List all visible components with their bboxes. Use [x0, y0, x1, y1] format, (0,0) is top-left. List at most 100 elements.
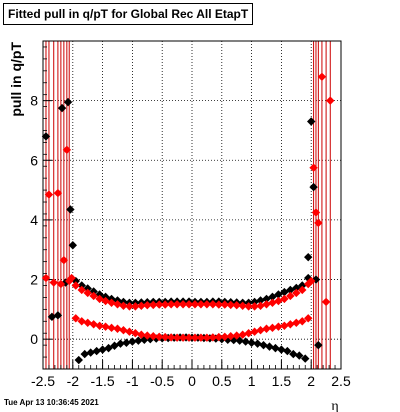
- x-tick-label: 2.5: [331, 373, 351, 389]
- red-data-point: [220, 332, 229, 341]
- black-data-point: [116, 339, 125, 348]
- red-data-point: [59, 255, 69, 265]
- y-tick-label: 4: [30, 212, 38, 228]
- red-data-point: [155, 332, 164, 341]
- black-data-point: [256, 296, 265, 305]
- red-data-point: [119, 301, 128, 310]
- black-data-point: [63, 97, 73, 107]
- red-data-point: [326, 96, 335, 105]
- red-data-point: [298, 317, 307, 326]
- black-data-point: [92, 346, 101, 356]
- x-tick-label: 0: [188, 373, 196, 389]
- y-tick-label: 0: [30, 331, 38, 347]
- red-data-point: [107, 323, 116, 333]
- red-data-point: [160, 300, 170, 309]
- red-data-point: [56, 279, 66, 289]
- x-tick-label: -2: [67, 373, 80, 389]
- y-axis-label: pull in q/pT: [8, 42, 24, 117]
- red-data-point: [53, 188, 63, 198]
- y-tick-label: 6: [30, 152, 38, 168]
- black-data-point: [77, 281, 86, 290]
- red-data-point: [280, 294, 289, 304]
- red-data-point: [262, 300, 271, 309]
- black-data-point: [253, 339, 262, 348]
- red-data-point: [202, 333, 212, 342]
- red-data-point: [184, 333, 194, 342]
- timestamp: Tue Apr 13 10:36:45 2021: [4, 398, 99, 407]
- red-data-point: [232, 300, 241, 310]
- black-data-point: [304, 252, 313, 262]
- red-data-point: [166, 300, 176, 309]
- red-data-point: [226, 300, 235, 310]
- red-data-point: [101, 322, 110, 331]
- chart-title: Fitted pull in q/pT for Global Rec All E…: [3, 3, 254, 25]
- red-data-point: [250, 302, 259, 311]
- red-data-point: [238, 301, 247, 310]
- red-data-point: [172, 333, 182, 342]
- x-tick-label: -1: [126, 373, 139, 389]
- red-data-point: [190, 300, 200, 309]
- red-data-point: [214, 300, 224, 309]
- red-data-point: [321, 297, 331, 307]
- red-data-point: [71, 281, 80, 290]
- red-data-point: [67, 273, 76, 283]
- red-data-point: [149, 332, 158, 341]
- red-data-point: [137, 301, 146, 310]
- red-data-point: [256, 301, 265, 310]
- x-axis-label: η: [331, 399, 338, 412]
- red-data-point: [125, 302, 134, 311]
- red-data-point: [119, 326, 128, 335]
- red-data-point: [95, 321, 104, 330]
- red-data-point: [250, 327, 259, 336]
- red-data-point: [166, 333, 176, 342]
- red-data-point: [131, 302, 140, 311]
- red-data-point: [286, 320, 295, 329]
- black-data-point: [83, 284, 92, 293]
- red-data-point: [208, 300, 218, 309]
- red-data-point: [44, 190, 54, 199]
- black-data-point: [68, 241, 77, 250]
- red-data-point: [286, 291, 295, 301]
- red-data-point: [311, 208, 321, 217]
- red-data-point: [83, 288, 92, 298]
- red-data-point: [304, 279, 313, 289]
- x-tick-label: 0.5: [212, 373, 232, 389]
- black-data-point: [122, 338, 131, 347]
- red-data-point: [89, 291, 98, 301]
- black-data-point: [271, 343, 280, 353]
- x-tick-label: -0.5: [150, 373, 174, 389]
- red-data-point: [244, 329, 253, 338]
- red-data-point: [317, 72, 327, 81]
- red-data-point: [309, 163, 318, 172]
- black-data-point: [146, 334, 155, 344]
- black-data-point: [98, 345, 107, 354]
- red-data-point: [125, 327, 134, 336]
- red-data-point: [292, 288, 301, 298]
- red-data-point: [49, 278, 58, 287]
- x-tick-label: -2.5: [31, 373, 55, 389]
- red-data-point: [77, 285, 86, 295]
- black-data-point: [110, 341, 119, 350]
- black-data-point: [295, 351, 304, 360]
- red-data-point: [89, 320, 98, 329]
- black-data-point: [314, 340, 323, 350]
- black-data-point: [47, 312, 57, 322]
- black-data-point: [241, 337, 250, 346]
- red-data-point: [268, 323, 277, 333]
- red-data-point: [62, 145, 72, 155]
- red-data-point: [137, 330, 146, 339]
- black-data-point: [298, 281, 307, 290]
- red-data-point: [244, 302, 253, 311]
- black-data-point: [265, 342, 274, 351]
- red-data-point: [113, 300, 122, 309]
- red-data-point: [71, 314, 80, 323]
- red-data-point: [314, 218, 323, 228]
- black-data-point: [86, 348, 95, 357]
- red-data-point: [143, 300, 152, 310]
- red-data-point: [232, 331, 241, 340]
- black-data-point: [57, 103, 67, 113]
- black-data-point: [53, 311, 63, 320]
- red-data-point: [113, 324, 122, 333]
- red-data-point: [220, 300, 229, 309]
